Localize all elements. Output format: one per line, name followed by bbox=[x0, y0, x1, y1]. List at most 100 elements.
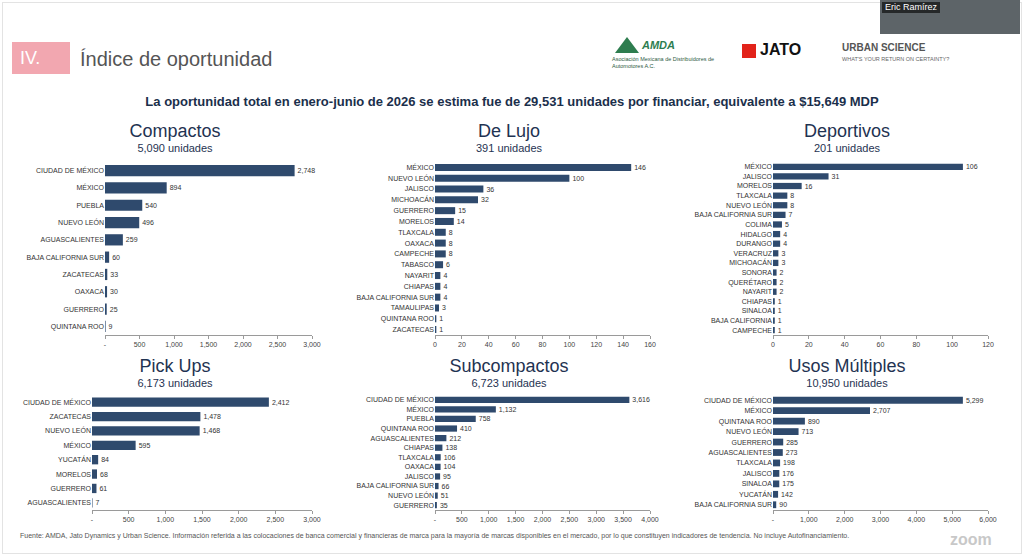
svg-text:NUEVO LEÓN: NUEVO LEÓN bbox=[388, 491, 434, 499]
svg-text:ZACATECAS: ZACATECAS bbox=[63, 271, 105, 278]
svg-text:GUERRERO: GUERRERO bbox=[51, 485, 92, 492]
svg-text:4: 4 bbox=[443, 272, 447, 279]
svg-text:QUINTANA ROO: QUINTANA ROO bbox=[719, 418, 773, 426]
svg-text:1,468: 1,468 bbox=[203, 427, 221, 434]
svg-text:212: 212 bbox=[449, 435, 461, 442]
svg-text:MORELOS: MORELOS bbox=[737, 182, 772, 189]
svg-text:51: 51 bbox=[441, 492, 449, 499]
svg-text:YUCATÁN: YUCATÁN bbox=[58, 455, 91, 463]
svg-text:CIUDAD DE MÉXICO: CIUDAD DE MÉXICO bbox=[23, 398, 92, 406]
svg-text:31: 31 bbox=[832, 173, 840, 180]
svg-text:3: 3 bbox=[781, 259, 785, 266]
svg-text:100: 100 bbox=[564, 341, 576, 348]
svg-text:15: 15 bbox=[458, 207, 466, 214]
svg-text:QUINTANA ROO: QUINTANA ROO bbox=[381, 425, 435, 433]
svg-text:CIUDAD DE MÉXICO: CIUDAD DE MÉXICO bbox=[366, 395, 435, 403]
svg-text:146: 146 bbox=[634, 164, 646, 171]
svg-text:MÉXICO: MÉXICO bbox=[406, 163, 434, 171]
svg-text:6: 6 bbox=[446, 261, 450, 268]
svg-text:36: 36 bbox=[486, 186, 494, 193]
svg-text:1,500: 1,500 bbox=[200, 341, 218, 348]
svg-text:142: 142 bbox=[781, 491, 793, 498]
svg-text:30: 30 bbox=[110, 288, 118, 295]
svg-text:1,000: 1,000 bbox=[800, 516, 818, 523]
svg-text:2: 2 bbox=[780, 288, 784, 295]
svg-text:2,707: 2,707 bbox=[873, 407, 891, 414]
svg-text:BAJA CALIFORNIA SUR: BAJA CALIFORNIA SUR bbox=[695, 501, 772, 508]
svg-text:60: 60 bbox=[112, 254, 120, 261]
svg-text:-: - bbox=[772, 516, 775, 523]
svg-text:5,299: 5,299 bbox=[966, 397, 984, 404]
svg-text:2,500: 2,500 bbox=[561, 516, 579, 523]
svg-text:ZACATECAS: ZACATECAS bbox=[393, 326, 435, 333]
svg-text:BAJA CALIFORNIA SUR: BAJA CALIFORNIA SUR bbox=[357, 482, 434, 489]
svg-text:68: 68 bbox=[100, 471, 108, 478]
svg-text:DURANGO: DURANGO bbox=[736, 240, 772, 247]
svg-text:285: 285 bbox=[786, 439, 798, 446]
svg-text:5,000: 5,000 bbox=[943, 516, 961, 523]
svg-text:COLIMA: COLIMA bbox=[745, 221, 772, 228]
svg-text:NUEVO LEÓN: NUEVO LEÓN bbox=[58, 218, 104, 226]
svg-text:-: - bbox=[91, 516, 94, 523]
svg-text:CAMPECHE: CAMPECHE bbox=[732, 327, 772, 334]
svg-text:40: 40 bbox=[485, 341, 493, 348]
svg-text:PUEBLA: PUEBLA bbox=[76, 202, 104, 209]
svg-text:9: 9 bbox=[109, 323, 113, 330]
svg-text:3: 3 bbox=[442, 304, 446, 311]
svg-text:1,500: 1,500 bbox=[507, 516, 525, 523]
svg-text:410: 410 bbox=[460, 425, 472, 432]
svg-text:540: 540 bbox=[145, 202, 157, 209]
svg-text:273: 273 bbox=[786, 449, 798, 456]
svg-text:500: 500 bbox=[123, 516, 135, 523]
svg-text:890: 890 bbox=[808, 418, 820, 425]
svg-text:AGUASCALIENTES: AGUASCALIENTES bbox=[28, 499, 92, 506]
svg-text:80: 80 bbox=[912, 341, 920, 348]
svg-text:60: 60 bbox=[877, 341, 885, 348]
svg-text:4,000: 4,000 bbox=[641, 516, 659, 523]
svg-text:4: 4 bbox=[443, 294, 447, 301]
svg-text:20: 20 bbox=[805, 341, 813, 348]
svg-text:60: 60 bbox=[512, 341, 520, 348]
svg-text:175: 175 bbox=[782, 480, 794, 487]
svg-text:3,500: 3,500 bbox=[614, 516, 632, 523]
svg-text:MORELOS: MORELOS bbox=[399, 218, 434, 225]
svg-text:2,748: 2,748 bbox=[298, 167, 316, 174]
svg-text:95: 95 bbox=[443, 473, 451, 480]
svg-text:BAJA CALIFORNIA SUR: BAJA CALIFORNIA SUR bbox=[695, 211, 772, 218]
svg-text:1: 1 bbox=[778, 317, 782, 324]
svg-text:3,616: 3,616 bbox=[632, 396, 650, 403]
svg-text:500: 500 bbox=[456, 516, 468, 523]
svg-text:2,000: 2,000 bbox=[836, 516, 854, 523]
svg-text:0: 0 bbox=[433, 341, 437, 348]
svg-text:VERACRUZ: VERACRUZ bbox=[733, 250, 772, 257]
svg-text:0: 0 bbox=[771, 341, 775, 348]
svg-text:1,000: 1,000 bbox=[480, 516, 498, 523]
svg-text:140: 140 bbox=[617, 341, 629, 348]
svg-text:CHIAPAS: CHIAPAS bbox=[404, 283, 435, 290]
svg-text:-: - bbox=[104, 341, 107, 348]
svg-text:61: 61 bbox=[99, 485, 107, 492]
svg-text:QUINTANA ROO: QUINTANA ROO bbox=[381, 315, 435, 323]
svg-text:JALISCO: JALISCO bbox=[405, 185, 435, 192]
svg-text:YUCATÁN: YUCATÁN bbox=[739, 490, 772, 498]
svg-text:NAYARIT: NAYARIT bbox=[405, 272, 435, 279]
svg-text:198: 198 bbox=[783, 459, 795, 466]
svg-text:3: 3 bbox=[781, 250, 785, 257]
svg-text:7: 7 bbox=[96, 499, 100, 506]
svg-text:2,000: 2,000 bbox=[234, 341, 252, 348]
svg-text:5: 5 bbox=[785, 221, 789, 228]
svg-text:QUINTANA ROO: QUINTANA ROO bbox=[51, 323, 105, 331]
svg-text:MICHOACÁN: MICHOACÁN bbox=[729, 258, 772, 266]
svg-text:758: 758 bbox=[479, 415, 491, 422]
svg-text:35: 35 bbox=[440, 502, 448, 509]
svg-text:3,000: 3,000 bbox=[303, 341, 321, 348]
svg-text:2,500: 2,500 bbox=[269, 341, 287, 348]
svg-text:OAXACA: OAXACA bbox=[405, 463, 435, 470]
svg-text:8: 8 bbox=[449, 250, 453, 257]
svg-text:3,000: 3,000 bbox=[872, 516, 890, 523]
svg-text:1: 1 bbox=[778, 327, 782, 334]
svg-text:NUEVO LEÓN: NUEVO LEÓN bbox=[388, 174, 434, 182]
svg-text:80: 80 bbox=[539, 341, 547, 348]
svg-text:GUERRERO: GUERRERO bbox=[64, 306, 105, 313]
svg-text:25: 25 bbox=[110, 306, 118, 313]
